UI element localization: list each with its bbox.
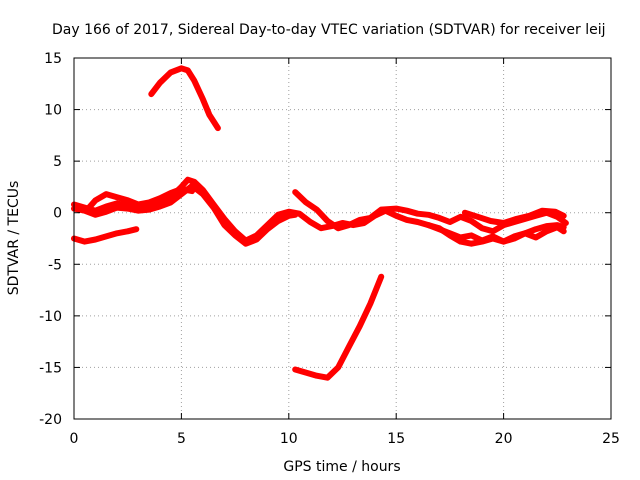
y-tick-label: -15 <box>39 360 62 376</box>
y-tick-label: 10 <box>44 103 62 119</box>
y-tick-label: 5 <box>53 154 62 170</box>
x-tick-label: 10 <box>280 431 298 447</box>
series-trace-5 <box>148 65 221 132</box>
y-axis-label: SDTVAR / TECUs <box>6 181 22 296</box>
y-tick-label: 0 <box>53 206 62 222</box>
grid-lines <box>74 58 611 419</box>
y-tick-label: -10 <box>39 309 62 325</box>
series-trace-9 <box>425 222 567 245</box>
x-tick-label: 0 <box>70 431 79 447</box>
y-tick-labels: -20 -15 -10 -5 0 5 10 15 <box>39 51 62 428</box>
axis-ticks <box>73 57 612 420</box>
series-trace-3 <box>86 186 196 211</box>
y-tick-label: -5 <box>48 257 62 273</box>
x-tick-label: 15 <box>387 431 405 447</box>
series-trace-4 <box>71 226 140 245</box>
x-tick-label: 5 <box>177 431 186 447</box>
series-trace-8 <box>461 207 567 226</box>
plot-frame <box>73 57 612 420</box>
y-tick-label: -20 <box>39 412 62 428</box>
chart-title: Day 166 of 2017, Sidereal Day-to-day VTE… <box>52 22 606 38</box>
x-axis-label: GPS time / hours <box>283 459 400 475</box>
data-series <box>71 65 569 381</box>
y-tick-label: 15 <box>44 51 62 67</box>
series-trace-6 <box>292 273 385 381</box>
x-tick-label: 20 <box>495 431 513 447</box>
x-tick-label: 25 <box>602 431 620 447</box>
x-tick-labels: 0 5 10 15 20 25 <box>70 431 620 447</box>
